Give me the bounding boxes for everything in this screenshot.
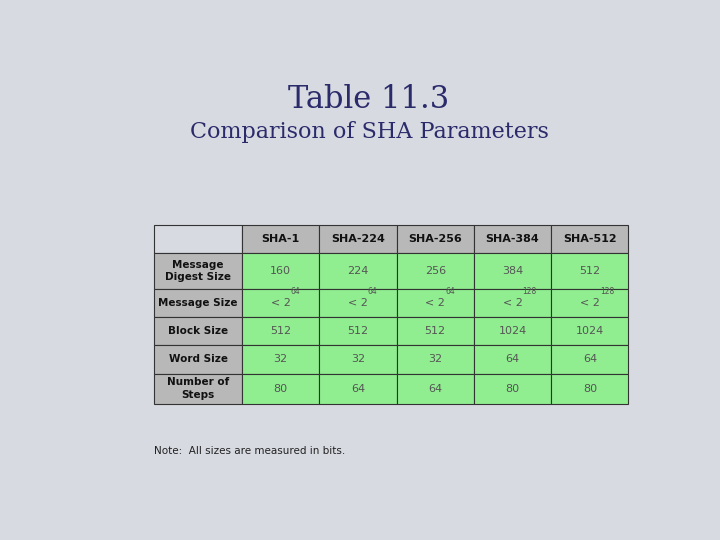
Bar: [474, 289, 551, 318]
Text: 64: 64: [368, 287, 378, 296]
Text: < 2: < 2: [348, 299, 368, 308]
Bar: [154, 225, 242, 253]
Bar: [154, 346, 242, 374]
Bar: [397, 374, 474, 404]
Text: 128: 128: [523, 287, 537, 296]
Text: 80: 80: [274, 383, 287, 394]
Bar: [474, 253, 551, 289]
Text: Block Size: Block Size: [168, 327, 228, 336]
Bar: [551, 318, 629, 346]
Text: SHA-256: SHA-256: [408, 234, 462, 244]
Text: 64: 64: [351, 383, 365, 394]
Bar: [397, 318, 474, 346]
Text: < 2: < 2: [271, 299, 290, 308]
Bar: [474, 225, 551, 253]
Bar: [551, 374, 629, 404]
Bar: [551, 253, 629, 289]
Bar: [242, 253, 319, 289]
Text: SHA-384: SHA-384: [485, 234, 539, 244]
Bar: [474, 346, 551, 374]
Text: SHA-512: SHA-512: [563, 234, 616, 244]
Bar: [551, 346, 629, 374]
Text: 224: 224: [347, 266, 369, 276]
Bar: [319, 289, 397, 318]
Text: 512: 512: [425, 327, 446, 336]
Text: 160: 160: [270, 266, 291, 276]
Bar: [154, 253, 242, 289]
Bar: [319, 318, 397, 346]
Text: SHA-224: SHA-224: [331, 234, 384, 244]
Text: Table 11.3: Table 11.3: [289, 84, 449, 114]
Text: SHA-1: SHA-1: [261, 234, 300, 244]
Bar: [551, 289, 629, 318]
Text: 1024: 1024: [498, 327, 526, 336]
Bar: [474, 318, 551, 346]
Bar: [154, 374, 242, 404]
Text: 256: 256: [425, 266, 446, 276]
Text: 512: 512: [580, 266, 600, 276]
Bar: [397, 346, 474, 374]
Bar: [397, 253, 474, 289]
Text: 512: 512: [347, 327, 369, 336]
Text: Comparison of SHA Parameters: Comparison of SHA Parameters: [189, 121, 549, 143]
Text: 64: 64: [582, 354, 597, 364]
Text: 64: 64: [428, 383, 442, 394]
Text: Number of
Steps: Number of Steps: [167, 377, 229, 400]
Text: < 2: < 2: [580, 299, 600, 308]
Text: 32: 32: [351, 354, 365, 364]
Text: < 2: < 2: [426, 299, 445, 308]
Text: Message Size: Message Size: [158, 299, 238, 308]
Text: 64: 64: [505, 354, 520, 364]
Text: Message
Digest Size: Message Digest Size: [165, 260, 231, 282]
Bar: [397, 289, 474, 318]
Bar: [242, 346, 319, 374]
Text: 80: 80: [505, 383, 520, 394]
Text: 64: 64: [445, 287, 455, 296]
Text: Note:  All sizes are measured in bits.: Note: All sizes are measured in bits.: [154, 447, 346, 456]
Text: 512: 512: [270, 327, 291, 336]
Bar: [242, 289, 319, 318]
Text: < 2: < 2: [503, 299, 523, 308]
Bar: [319, 374, 397, 404]
Bar: [397, 225, 474, 253]
Text: 128: 128: [600, 287, 614, 296]
Text: 1024: 1024: [576, 327, 604, 336]
Text: 64: 64: [291, 287, 300, 296]
Bar: [551, 225, 629, 253]
Bar: [319, 253, 397, 289]
Bar: [154, 289, 242, 318]
Bar: [319, 346, 397, 374]
Bar: [242, 374, 319, 404]
Text: 384: 384: [502, 266, 523, 276]
Bar: [242, 225, 319, 253]
Bar: [242, 318, 319, 346]
Text: 32: 32: [428, 354, 442, 364]
Bar: [154, 318, 242, 346]
Text: 80: 80: [582, 383, 597, 394]
Text: 32: 32: [274, 354, 287, 364]
Bar: [474, 374, 551, 404]
Text: Word Size: Word Size: [168, 354, 228, 364]
Bar: [319, 225, 397, 253]
